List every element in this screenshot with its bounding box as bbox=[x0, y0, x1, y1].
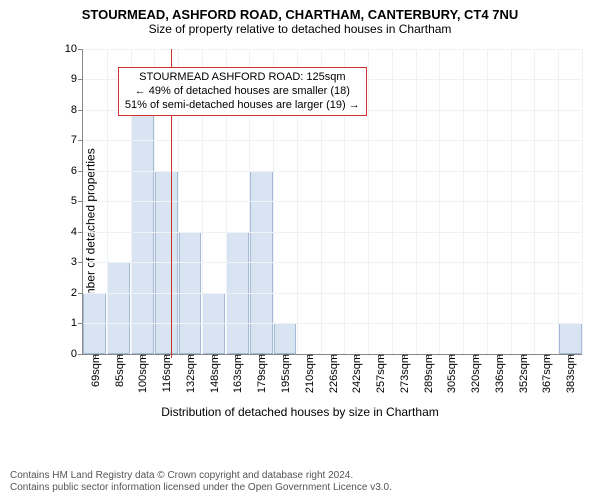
y-tick-mark bbox=[78, 354, 83, 355]
annotation-line: 51% of semi-detached houses are larger (… bbox=[125, 99, 360, 113]
x-tick: 226sqm bbox=[326, 354, 340, 393]
gridline-h bbox=[83, 201, 582, 202]
y-tick-mark bbox=[78, 201, 83, 202]
x-tick: 100sqm bbox=[135, 354, 149, 393]
gridline-h bbox=[83, 49, 582, 50]
x-tick: 242sqm bbox=[349, 354, 363, 393]
gridline-h bbox=[83, 171, 582, 172]
x-tick: 85sqm bbox=[112, 354, 126, 387]
x-tick: 305sqm bbox=[444, 354, 458, 393]
y-tick-mark bbox=[78, 262, 83, 263]
gridline-h bbox=[83, 232, 582, 233]
y-tick-mark bbox=[78, 171, 83, 172]
plot-outer: 01234567891069sqm85sqm100sqm116sqm132sqm… bbox=[58, 49, 582, 355]
gridline-v bbox=[463, 49, 464, 354]
annotation-line: ← 49% of detached houses are smaller (18… bbox=[125, 85, 360, 99]
footer: Contains HM Land Registry data © Crown c… bbox=[10, 470, 590, 494]
gridline-v bbox=[534, 49, 535, 354]
x-tick: 148sqm bbox=[207, 354, 221, 393]
gridline-h bbox=[83, 262, 582, 263]
x-tick: 132sqm bbox=[183, 354, 197, 393]
main-title: STOURMEAD, ASHFORD ROAD, CHARTHAM, CANTE… bbox=[10, 8, 590, 23]
gridline-v bbox=[416, 49, 417, 354]
y-tick-mark bbox=[78, 293, 83, 294]
x-tick: 320sqm bbox=[468, 354, 482, 393]
y-tick-mark bbox=[78, 79, 83, 80]
x-tick: 69sqm bbox=[88, 354, 102, 387]
x-tick: 273sqm bbox=[397, 354, 411, 393]
y-tick-mark bbox=[78, 110, 83, 111]
x-tick: 116sqm bbox=[159, 354, 173, 392]
annotation-line: STOURMEAD ASHFORD ROAD: 125sqm bbox=[125, 71, 360, 85]
x-tick: 195sqm bbox=[278, 354, 292, 393]
y-tick-mark bbox=[78, 232, 83, 233]
bar bbox=[274, 323, 297, 354]
sub-title: Size of property relative to detached ho… bbox=[10, 23, 590, 37]
y-tick-mark bbox=[78, 323, 83, 324]
gridline-v bbox=[368, 49, 369, 354]
x-tick: 367sqm bbox=[539, 354, 553, 393]
gridline-v bbox=[107, 49, 108, 354]
gridline-v bbox=[511, 49, 512, 354]
gridline-v bbox=[582, 49, 583, 354]
y-tick-mark bbox=[78, 49, 83, 50]
x-tick: 257sqm bbox=[373, 354, 387, 393]
x-tick: 352sqm bbox=[516, 354, 530, 393]
chart-area: Number of detached properties 0123456789… bbox=[10, 41, 590, 421]
x-tick: 179sqm bbox=[254, 354, 268, 393]
y-tick-mark bbox=[78, 140, 83, 141]
x-axis-label: Distribution of detached houses by size … bbox=[10, 405, 590, 419]
gridline-v bbox=[558, 49, 559, 354]
bar bbox=[107, 262, 130, 354]
footer-line-1: Contains HM Land Registry data © Crown c… bbox=[10, 470, 590, 482]
annotation-box: STOURMEAD ASHFORD ROAD: 125sqm← 49% of d… bbox=[118, 67, 367, 116]
x-tick: 336sqm bbox=[492, 354, 506, 393]
gridline-v bbox=[487, 49, 488, 354]
gridline-h bbox=[83, 323, 582, 324]
x-tick: 289sqm bbox=[421, 354, 435, 393]
footer-line-2: Contains public sector information licen… bbox=[10, 482, 590, 494]
bar bbox=[559, 323, 582, 354]
gridline-v bbox=[392, 49, 393, 354]
gridline-v bbox=[439, 49, 440, 354]
chart-container: STOURMEAD, ASHFORD ROAD, CHARTHAM, CANTE… bbox=[0, 0, 600, 500]
x-tick: 383sqm bbox=[563, 354, 577, 393]
x-tick: 210sqm bbox=[302, 354, 316, 393]
gridline-h bbox=[83, 293, 582, 294]
plot: 01234567891069sqm85sqm100sqm116sqm132sqm… bbox=[82, 49, 582, 355]
x-tick: 163sqm bbox=[230, 354, 244, 393]
gridline-h bbox=[83, 140, 582, 141]
